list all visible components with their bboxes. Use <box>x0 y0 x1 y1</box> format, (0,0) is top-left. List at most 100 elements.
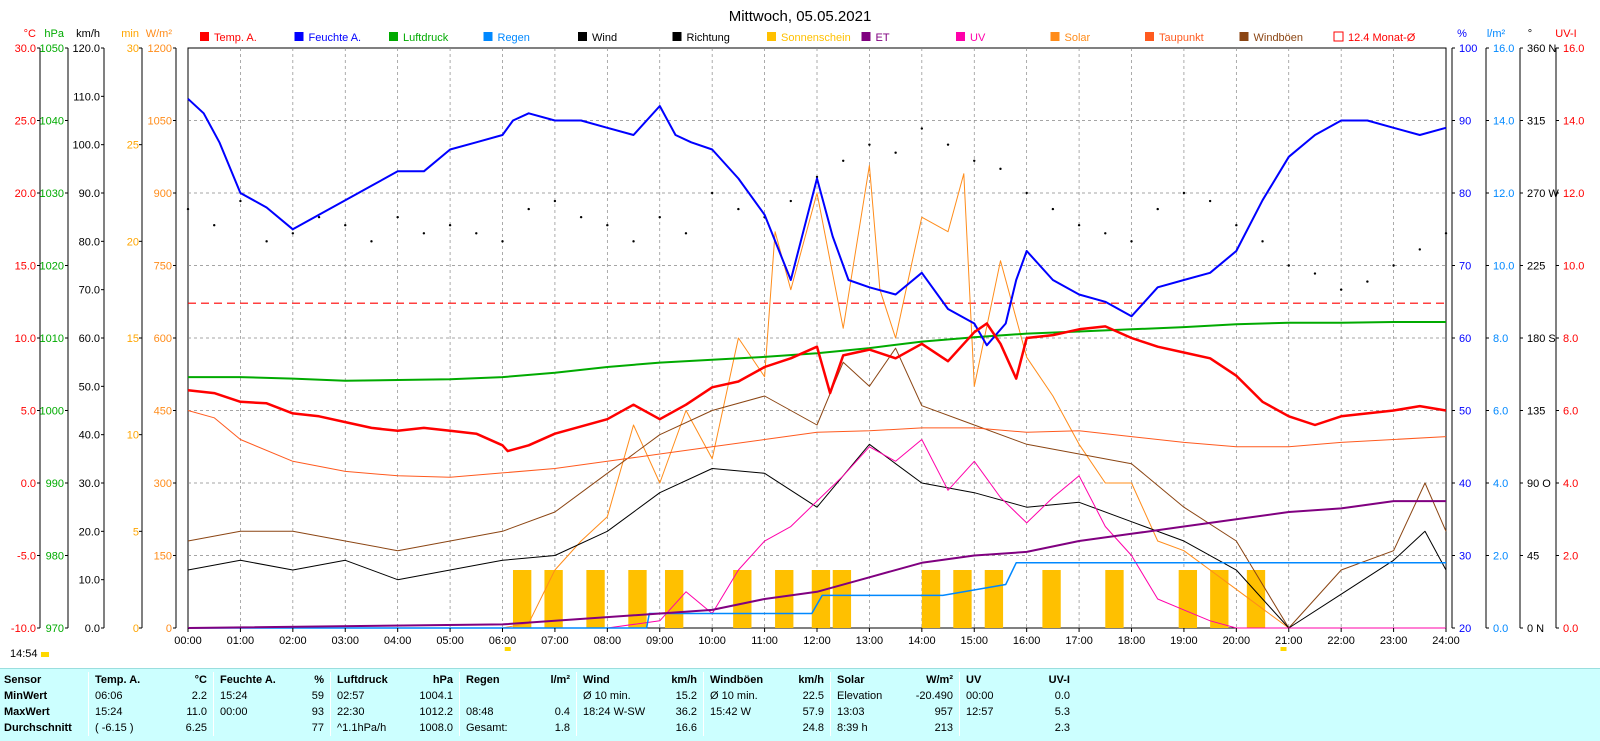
direction-point <box>710 191 714 195</box>
direction-point <box>1392 264 1395 267</box>
temp-value: 11.0 <box>186 705 207 718</box>
sunshine-bar <box>664 570 684 628</box>
temp-value: 2.2 <box>191 689 207 702</box>
sunshine-bar <box>512 570 532 628</box>
axis-tick-label-left: 90.0 <box>79 188 100 200</box>
direction-point <box>1025 191 1028 195</box>
sunshine-bar <box>1246 570 1266 628</box>
axis-tick-label-right: 2.0 <box>1493 551 1508 563</box>
current-time: 14:54 <box>10 648 49 660</box>
axis-tick-label-left: 300 <box>154 478 172 490</box>
chart-title: Mittwoch, 05.05.2021 <box>729 8 872 25</box>
axis-tick-label-right: 20 <box>1459 623 1471 635</box>
direction-point <box>1104 232 1107 235</box>
press-time: ^1.1hPa/h <box>330 720 407 736</box>
legend-swatch-icon <box>1145 32 1154 41</box>
direction-point <box>1051 207 1055 211</box>
axis-unit-right: l/m² <box>1487 28 1506 40</box>
direction-point <box>239 199 242 203</box>
grid <box>187 47 1447 629</box>
rain-time: 08:48 <box>459 704 536 720</box>
direction-point <box>999 167 1002 171</box>
axis-tick-label-right: 14.0 <box>1493 116 1514 128</box>
header-hum: Feuchte A. <box>213 672 300 688</box>
legend-label: Sonnenschein <box>781 32 851 44</box>
legend-label: Solar <box>1065 32 1091 44</box>
axis-unit-left: W/m² <box>146 28 173 40</box>
axis-tick-label-left: 1200 <box>148 43 172 55</box>
header-press-unit: hPa <box>432 673 453 686</box>
axis-tick-label-left: 600 <box>154 333 172 345</box>
direction-point <box>815 175 819 179</box>
direction-point <box>448 224 452 227</box>
hum-value: 77 <box>311 721 324 734</box>
series-line-solar <box>188 164 1446 629</box>
direction-point <box>920 127 924 130</box>
gust-time: Ø 10 min. <box>703 688 790 704</box>
axis-tick-label-left: 20 <box>127 236 139 248</box>
legend-swatch-icon <box>767 32 776 41</box>
wind-value: 36.2 <box>675 705 697 718</box>
x-axis-tick-label: 05:00 <box>436 635 464 647</box>
direction-point <box>1444 232 1448 235</box>
axis-tick-label-right: 4.0 <box>1493 478 1508 490</box>
row-label: MinWert <box>4 689 48 702</box>
legend-label: Wind <box>592 32 617 44</box>
rain-value: 1.8 <box>554 721 570 734</box>
direction-point <box>344 224 347 227</box>
direction-point <box>422 232 426 235</box>
header-uv: UV <box>959 672 1030 688</box>
x-axis-tick-label: 24:00 <box>1432 635 1460 647</box>
legend-swatch-icon <box>956 32 965 41</box>
axis-tick-label-left: 30.0 <box>15 43 36 55</box>
series-line-wind <box>187 443 1447 629</box>
sunshine-bar <box>953 570 972 628</box>
series-line-regen <box>188 562 1446 629</box>
x-axis-tick-label: 12:00 <box>803 635 831 647</box>
legend-label: Taupunkt <box>1159 32 1204 44</box>
axis-tick-label-right: 90 O <box>1527 478 1551 490</box>
temp-time: 15:24 <box>88 704 177 720</box>
legend-swatch-icon <box>483 32 493 41</box>
axis-tick-label-left: 5.0 <box>21 406 36 418</box>
axis-tick-label-right: 60 <box>1459 333 1471 345</box>
temp-value: 6.25 <box>185 721 207 734</box>
summary-row-min: MinWert 06:06 2.2 15:24 59 02:57 1004.1 … <box>4 688 1076 704</box>
axis-tick-label-right: 0 N <box>1527 623 1544 635</box>
gust-time <box>703 720 790 736</box>
direction-point <box>868 143 871 146</box>
axis-tick-label-left: 60.0 <box>79 333 100 345</box>
sunshine-bar <box>921 570 941 628</box>
header-sensor: Sensor <box>4 673 42 686</box>
summary-row-avg: Durchschnitt ( -6.15 ) 6.25 77 ^1.1hPa/h… <box>4 720 1076 736</box>
legend-swatch-icon <box>200 32 209 41</box>
header-temp: Temp. A. <box>88 672 177 688</box>
sunset-icon <box>1280 647 1287 651</box>
direction-point <box>1261 240 1264 243</box>
direction-point <box>1287 264 1290 267</box>
axis-tick-label-left: 980 <box>46 551 64 563</box>
axis-tick-label-right: 40 <box>1459 478 1471 490</box>
direction-point <box>1313 272 1317 275</box>
axis-tick-label-left: 450 <box>154 406 172 418</box>
uv-value: 2.3 <box>1054 721 1070 734</box>
axis-tick-label-left: 900 <box>154 188 172 200</box>
direction-point <box>213 224 216 227</box>
axis-tick-label-right: 315 <box>1527 116 1545 128</box>
axis-tick-label-left: 15.0 <box>15 261 36 273</box>
legend-label: 12.4 Monat-Ø <box>1348 32 1416 44</box>
direction-point <box>527 207 530 211</box>
axis-tick-label-right: 8.0 <box>1563 333 1578 345</box>
direction-point <box>1208 199 1212 203</box>
axis-tick-label-left: 30 <box>127 43 139 55</box>
gust-value: 22.5 <box>802 689 824 702</box>
header-wind-unit: km/h <box>671 673 697 686</box>
x-axis-tick-label: 07:00 <box>541 635 569 647</box>
axis-tick-label-right: 6.0 <box>1493 406 1508 418</box>
wind-value: 15.2 <box>675 689 697 702</box>
wind-value: 16.6 <box>675 721 697 734</box>
axis-tick-label-left: 150 <box>154 551 172 563</box>
series-line-windb-en <box>187 347 1447 629</box>
summary-panel: Sensor Temp. A. °C Feuchte A. % Luftdruc… <box>0 668 1600 741</box>
legend-swatch-icon <box>861 32 871 41</box>
